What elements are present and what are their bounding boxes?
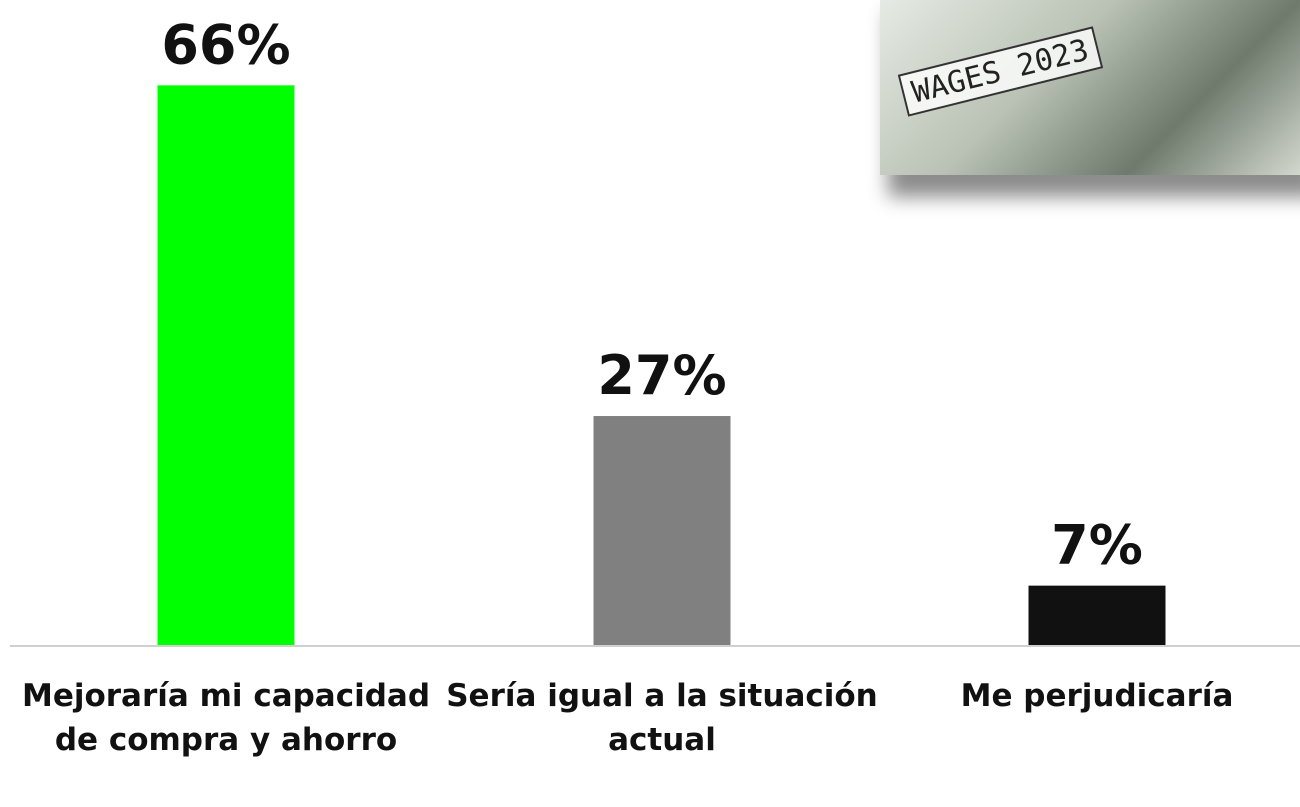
value-label: 27% — [597, 344, 726, 407]
category-label: Me perjudicaría — [960, 678, 1234, 714]
bar — [593, 416, 731, 645]
bar — [157, 85, 295, 645]
value-label: 7% — [1051, 514, 1143, 577]
category-label: Mejoraría mi capacidad de compra y ahorr… — [21, 678, 431, 758]
category-label: Sería igual a la situación actual — [446, 678, 878, 758]
bar — [1028, 585, 1166, 645]
value-label: 66% — [161, 13, 290, 76]
photo: WAGES 2023 — [880, 0, 1300, 175]
